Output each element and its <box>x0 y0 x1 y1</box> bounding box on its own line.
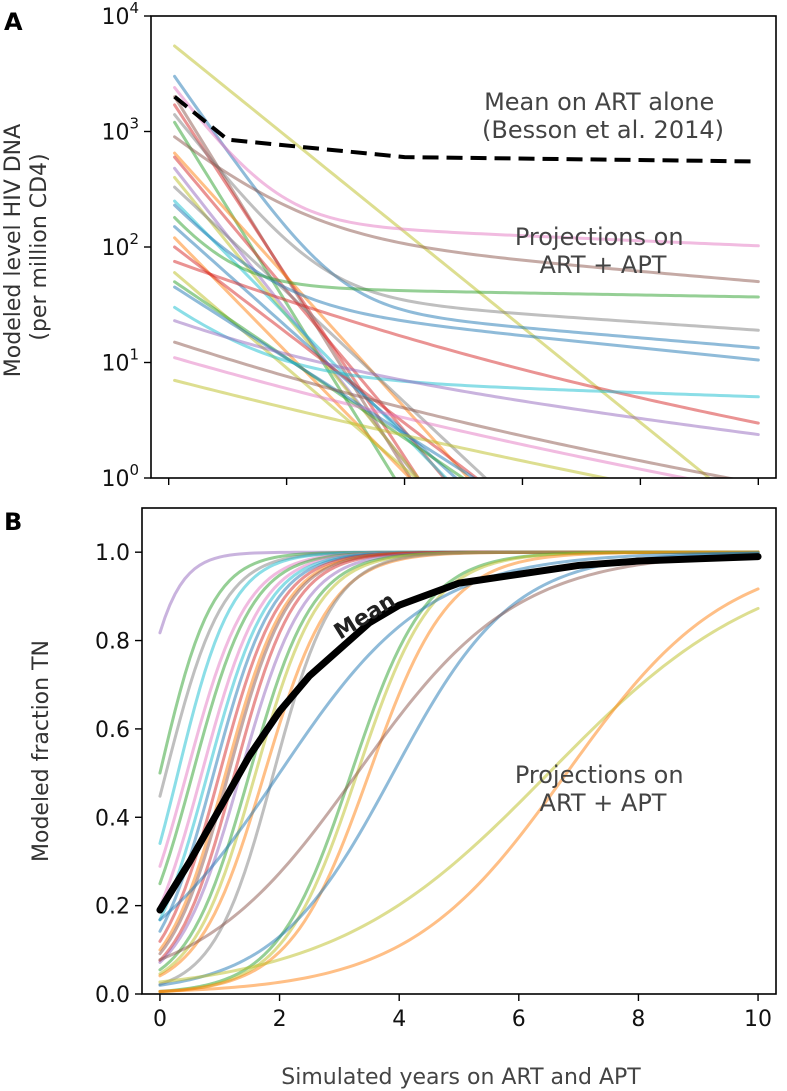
panel-b-projections-annotation: Projections on ART + APT <box>515 761 691 817</box>
panel-a-letter: A <box>4 8 23 36</box>
panel-a-projection-line <box>173 151 471 478</box>
panel-b-y-tick-label: 0.6 <box>95 718 130 743</box>
panel-a-projection-line <box>173 74 760 350</box>
panel-b-mean-line <box>156 553 762 914</box>
panel-a-projection-line <box>173 319 760 437</box>
panel-a-projection-line <box>173 378 613 478</box>
panel-a-projections-line-1: Projections on <box>515 223 684 251</box>
panel-a-projection-line <box>173 44 712 478</box>
panel-a-projection-line <box>173 203 760 362</box>
panel-a: A 100 101 102 103 104 Modeled level HIV DNA … <box>1 0 777 492</box>
panel-a-projection-line <box>173 259 760 425</box>
panel-a-projection-line <box>173 166 420 478</box>
panel-a-projection-line <box>173 135 760 284</box>
panel-b-projections-line-1: Projections on <box>515 761 684 789</box>
panel-b-projection-line <box>158 587 760 993</box>
panel-a-projection-line <box>173 305 760 399</box>
panel-b-x-tick-label: 4 <box>392 1007 406 1032</box>
panel-b-projections-line-2: ART + APT <box>540 789 667 817</box>
panel-a-projections-line-2: ART + APT <box>540 251 667 279</box>
panel-a-projection-line <box>173 155 446 478</box>
panel-a-projection-line <box>173 175 421 478</box>
panel-b-letter: B <box>4 508 22 536</box>
panel-a-y-label-line-1: Modeled level HIV DNA <box>1 124 26 377</box>
panel-a-reference-line <box>173 95 759 164</box>
panel-a-y-tick-label: 101 <box>101 346 139 377</box>
panel-a-y-tick-label: 104 <box>101 0 139 30</box>
reference-annotation-line-1: Mean on ART alone <box>484 88 714 116</box>
panel-b-y-label: Modeled fraction TN <box>29 640 54 862</box>
panel-a-y-tick-label: 103 <box>101 115 139 146</box>
panel-b-x-tick-label: 6 <box>512 1007 526 1032</box>
panel-a-reference-annotation: Mean on ART alone (Besson et al. 2014) <box>482 88 724 144</box>
panel-b-y-tick-label: 0.8 <box>95 630 130 655</box>
panel-a-projection-line <box>173 113 760 332</box>
panel-a-projection-line <box>173 216 760 299</box>
panel-b-x-ticks: 0 2 4 6 8 10 <box>153 994 772 1032</box>
panel-b-projection-line <box>158 606 760 984</box>
panel-b: B Mean 0.00.20.40.60.81.0 0 2 4 6 8 10 Modele… <box>4 507 777 1090</box>
panel-b-frame <box>141 507 777 995</box>
panel-b-y-tick-label: 0.2 <box>95 895 130 920</box>
panel-b-projection-line <box>158 550 760 994</box>
panel-a-y-label-line-2: (per million CD4) <box>27 153 52 340</box>
panel-b-y-tick-label: 0.4 <box>95 806 130 831</box>
panel-a-projections-annotation: Projections on ART + APT <box>515 223 691 279</box>
panel-a-y-ticks: 100 101 102 103 104 <box>101 0 151 492</box>
panel-b-x-tick-label: 2 <box>273 1007 287 1032</box>
panel-b-x-tick-label: 8 <box>631 1007 645 1032</box>
panel-b-projection-line <box>158 551 760 922</box>
panel-b-y-tick-label: 0.0 <box>95 983 130 1008</box>
reference-annotation-line-2: (Besson et al. 2014) <box>482 116 724 144</box>
panel-a-projection-line <box>173 245 479 478</box>
panel-b-x-tick-label: 0 <box>153 1007 167 1032</box>
panel-b-x-label: Simulated years on ART and APT <box>281 1065 641 1090</box>
panel-b-y-tick-label: 1.0 <box>95 541 130 566</box>
panel-a-y-tick-label: 100 <box>101 461 139 492</box>
panel-a-y-tick-label: 102 <box>101 230 139 261</box>
panel-a-projection-line <box>173 356 693 478</box>
panel-a-projection-line <box>173 225 459 478</box>
panel-a-y-label: Modeled level HIV DNA (per million CD4) <box>1 117 52 377</box>
panel-a-projection-line <box>173 103 421 478</box>
panel-a-projection-lines <box>173 44 760 478</box>
panel-b-x-tick-label: 10 <box>744 1007 772 1032</box>
panel-a-projection-line <box>173 86 760 248</box>
panel-a-projection-line <box>173 340 737 478</box>
panel-a-projection-line <box>173 236 412 478</box>
panel-a-x-ticks <box>167 478 760 485</box>
panel-a-projection-line <box>173 199 448 478</box>
panel-b-y-ticks: 0.0 0.2 0.4 0.6 0.8 1.0 <box>95 541 142 1008</box>
